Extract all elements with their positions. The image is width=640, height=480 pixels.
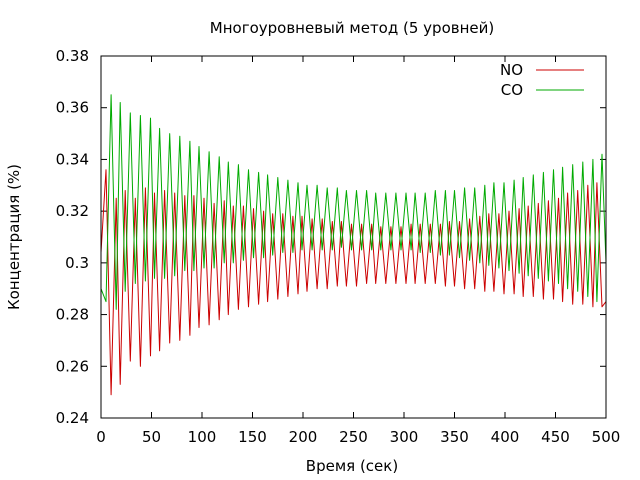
x-tick-label: 350 bbox=[440, 428, 469, 446]
y-axis-ticks: 0.24 0.26 0.28 0.3 0.32 0.34 0.36 0.38 bbox=[56, 47, 606, 427]
y-tick-label: 0.38 bbox=[56, 47, 89, 65]
x-tick-label: 50 bbox=[142, 428, 161, 446]
plot-frame bbox=[100, 55, 607, 419]
x-tick-label: 0 bbox=[96, 428, 106, 446]
x-tick-label: 200 bbox=[289, 428, 318, 446]
legend: NO CO bbox=[500, 61, 584, 99]
x-tick-label: 150 bbox=[238, 428, 267, 446]
y-tick-label: 0.28 bbox=[56, 306, 89, 324]
y-tick-label: 0.26 bbox=[56, 357, 89, 375]
y-tick-label: 0.24 bbox=[56, 409, 89, 427]
series-line-no bbox=[100, 169, 607, 396]
y-axis-title: Концентрация (%) bbox=[5, 164, 23, 310]
x-tick-label: 450 bbox=[541, 428, 570, 446]
plot-series bbox=[100, 94, 607, 396]
series-line-co bbox=[100, 94, 607, 310]
x-tick-label: 500 bbox=[592, 428, 621, 446]
x-tick-label: 100 bbox=[188, 428, 217, 446]
y-tick-label: 0.36 bbox=[56, 99, 89, 117]
legend-label-no: NO bbox=[500, 61, 523, 79]
y-tick-label: 0.34 bbox=[56, 150, 89, 168]
x-tick-label: 250 bbox=[339, 428, 368, 446]
y-tick-label: 0.3 bbox=[65, 254, 89, 272]
x-tick-label: 400 bbox=[491, 428, 520, 446]
x-axis-ticks: 0 50 100 150 200 250 300 350 400 450 500 bbox=[96, 56, 620, 446]
x-tick-label: 300 bbox=[390, 428, 419, 446]
legend-label-co: CO bbox=[501, 81, 523, 99]
y-tick-label: 0.32 bbox=[56, 202, 89, 220]
x-axis-title: Время (сек) bbox=[306, 457, 398, 475]
chart-title: Многоуровневый метод (5 уровней) bbox=[210, 19, 494, 37]
